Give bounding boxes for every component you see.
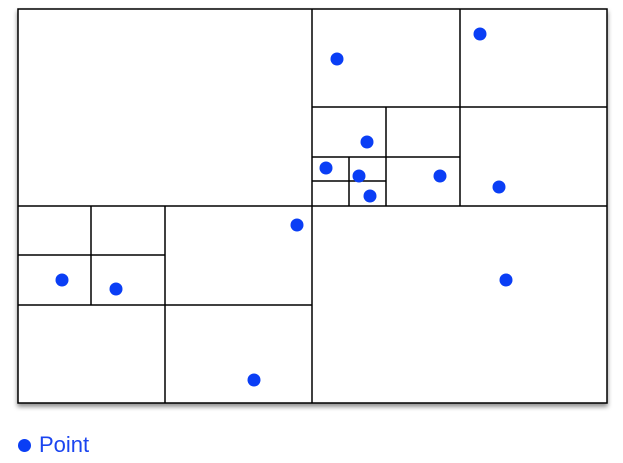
point xyxy=(352,169,366,183)
point xyxy=(473,27,487,41)
subdivision-lines xyxy=(18,9,607,403)
point xyxy=(499,273,513,287)
point xyxy=(363,189,377,203)
point xyxy=(433,169,447,183)
legend-label: Point xyxy=(39,432,90,457)
legend: Point xyxy=(18,434,89,456)
point xyxy=(330,52,344,66)
point xyxy=(290,218,304,232)
point xyxy=(109,282,123,296)
point xyxy=(247,373,261,387)
point xyxy=(360,135,374,149)
points xyxy=(55,27,513,387)
legend-point-marker xyxy=(18,438,31,452)
point xyxy=(492,180,506,194)
point xyxy=(55,273,69,287)
point xyxy=(319,161,333,175)
